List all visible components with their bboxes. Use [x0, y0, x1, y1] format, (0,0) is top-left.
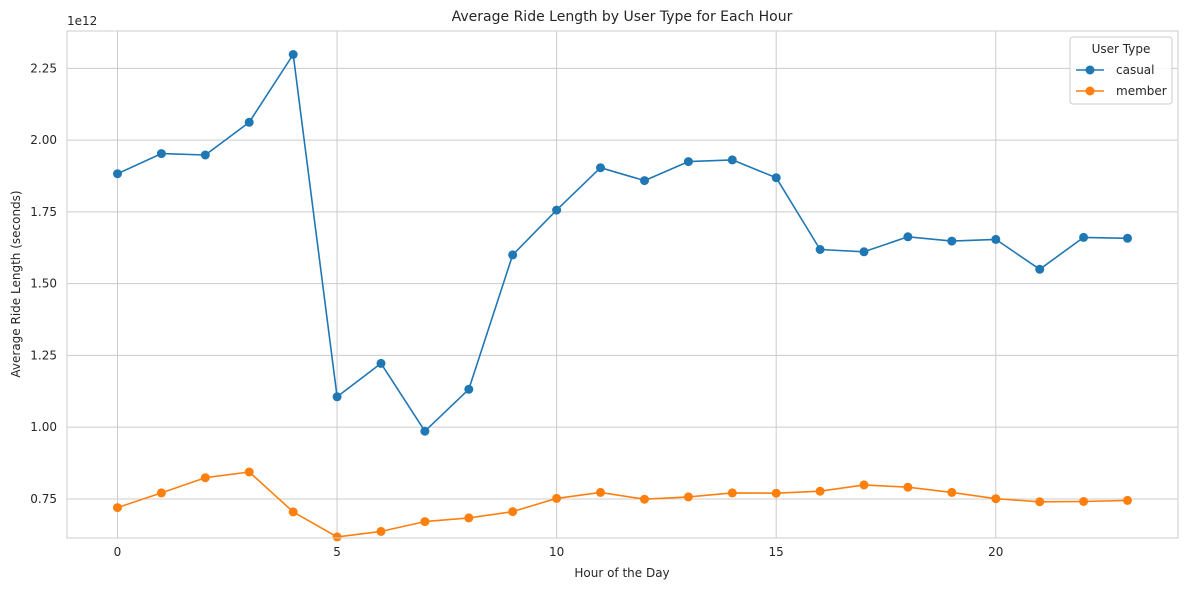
- y-tick-label: 1.75: [30, 205, 57, 219]
- data-point-casual: [815, 245, 825, 254]
- data-point-casual: [156, 149, 166, 159]
- x-tick-label: 20: [988, 545, 1003, 559]
- legend-marker: [1085, 65, 1095, 75]
- data-point-member: [991, 494, 1001, 504]
- legend: User Type casual member: [1069, 36, 1173, 105]
- x-tick-label: 0: [114, 545, 122, 559]
- x-tick-label: 15: [769, 545, 784, 559]
- data-point-member: [947, 487, 957, 497]
- data-point-casual: [1035, 264, 1045, 274]
- data-point-casual: [464, 384, 474, 394]
- data-point-casual: [1079, 232, 1089, 242]
- data-point-casual: [596, 163, 605, 173]
- data-point-casual: [113, 169, 122, 179]
- legend-marker: [1085, 86, 1095, 96]
- y-tick-label: 1.50: [30, 277, 57, 291]
- data-point-member: [552, 493, 562, 503]
- y-tick-label: 2.00: [30, 133, 57, 147]
- y-tick-label: 1.25: [30, 348, 57, 362]
- data-point-casual: [771, 173, 781, 183]
- data-point-member: [420, 517, 430, 527]
- data-point-casual: [683, 157, 693, 167]
- data-point-member: [332, 532, 342, 542]
- legend-box: [1069, 36, 1173, 105]
- data-point-member: [596, 487, 605, 497]
- data-point-casual: [244, 117, 254, 127]
- data-point-member: [815, 486, 825, 496]
- data-point-casual: [640, 176, 649, 186]
- data-point-member: [156, 488, 166, 498]
- legend-title: User Type: [1092, 42, 1151, 56]
- data-point-member: [464, 513, 474, 523]
- x-tick-label: 10: [549, 545, 564, 559]
- series-line-member: [117, 471, 1128, 538]
- series-casual: [113, 50, 1132, 436]
- data-point-casual: [420, 426, 430, 436]
- data-point-member: [771, 488, 781, 498]
- y-tick-label: 2.25: [30, 61, 57, 75]
- data-point-casual: [552, 205, 562, 215]
- data-point-member: [376, 526, 386, 536]
- y-axis-offset-label: 1e12: [67, 14, 97, 28]
- data-point-member: [859, 480, 869, 490]
- legend-label: member: [1116, 84, 1167, 98]
- chart-title: Average Ride Length by User Type for Eac…: [452, 9, 793, 25]
- data-point-casual: [332, 392, 342, 402]
- series-line-casual: [117, 53, 1128, 433]
- data-point-casual: [376, 358, 386, 368]
- data-point-member: [727, 488, 737, 498]
- data-point-member: [244, 467, 254, 477]
- data-point-casual: [288, 50, 298, 59]
- series-member: [113, 467, 1132, 542]
- data-point-member: [508, 507, 518, 517]
- grid-lines: [67, 31, 1178, 538]
- legend-items: casual member: [1076, 63, 1167, 98]
- data-point-casual: [991, 234, 1001, 244]
- data-point-casual: [200, 150, 210, 160]
- series-layer: [113, 50, 1132, 542]
- plot-area: [66, 30, 1179, 542]
- plot-background: [67, 31, 1178, 538]
- y-axis-label: Average Ride Length (seconds): [9, 190, 23, 377]
- x-axis-label: Hour of the Day: [574, 566, 669, 580]
- data-point-casual: [859, 247, 869, 257]
- data-point-casual: [947, 236, 957, 246]
- legend-label: casual: [1116, 63, 1155, 77]
- data-point-member: [1035, 497, 1045, 507]
- data-point-member: [1079, 497, 1089, 506]
- y-tick-label: 1.00: [30, 420, 57, 434]
- x-tick-label: 5: [333, 545, 341, 559]
- data-point-casual: [1123, 233, 1132, 243]
- data-point-member: [113, 503, 122, 513]
- data-point-member: [1123, 495, 1132, 505]
- data-point-casual: [903, 232, 913, 242]
- legend-item-casual: casual: [1076, 63, 1155, 77]
- y-axis-ticks: 0.75 1.00 1.25 1.50 1.75 2.00 2.25: [30, 61, 57, 506]
- data-point-member: [200, 473, 210, 483]
- data-point-casual: [727, 155, 737, 165]
- data-point-member: [288, 507, 298, 517]
- y-tick-label: 0.75: [30, 492, 57, 506]
- data-point-casual: [508, 250, 518, 260]
- x-axis-ticks: 0 5 10 15 20: [114, 545, 1004, 559]
- data-point-member: [640, 494, 649, 504]
- data-point-member: [683, 492, 693, 502]
- data-point-member: [903, 482, 913, 492]
- plot-frame: [66, 30, 1179, 539]
- legend-item-member: member: [1076, 84, 1167, 98]
